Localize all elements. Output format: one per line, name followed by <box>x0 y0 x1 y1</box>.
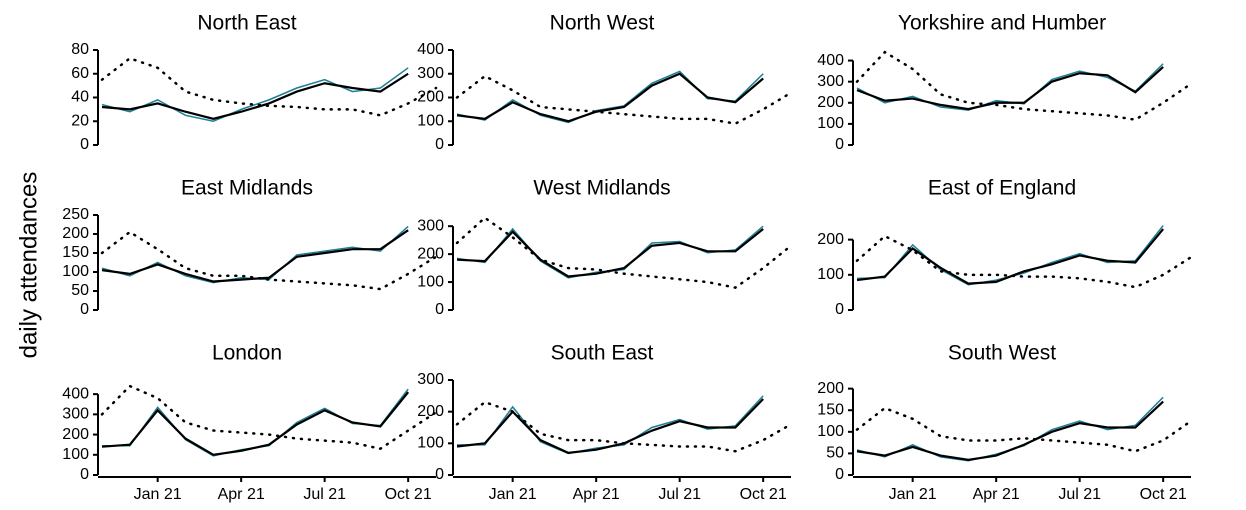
dotted-line <box>855 406 1193 453</box>
y-tick-label: 300 <box>417 217 444 234</box>
series-line <box>101 225 409 284</box>
y-tick-label: 200 <box>817 380 844 397</box>
y-tick-label: 100 <box>417 112 444 129</box>
x-tick-label: Apr 21 <box>573 486 620 503</box>
dotted-line <box>455 74 793 125</box>
y-tick-label: 20 <box>71 112 89 129</box>
y-tick-label: 0 <box>435 466 444 483</box>
dotted-line <box>100 384 438 451</box>
dotted-line <box>100 56 438 117</box>
y-tick-label: 200 <box>62 426 89 443</box>
y-tick-label: 60 <box>71 65 89 82</box>
y-tick-label: 200 <box>817 231 844 248</box>
y-tick-label: 0 <box>835 301 844 318</box>
y-tick-label: 50 <box>71 282 89 299</box>
x-tick-label: Jan 21 <box>889 486 937 503</box>
y-tick-label: 0 <box>435 301 444 318</box>
y-tick-label: 250 <box>62 206 89 223</box>
series-line <box>101 72 409 121</box>
x-tick-label: Jul 21 <box>1058 486 1101 503</box>
panel-title: North East <box>197 12 296 35</box>
series-line <box>856 400 1164 461</box>
y-tick-label: 100 <box>62 263 89 280</box>
series-line <box>101 391 410 456</box>
dotted-line <box>855 50 1193 121</box>
dotted-line <box>455 216 793 289</box>
panel-title: East Midlands <box>181 177 313 200</box>
y-tick-label: 0 <box>835 136 844 153</box>
dotted-line <box>855 234 1193 289</box>
x-tick-label: Jul 21 <box>303 486 346 503</box>
series-line <box>457 395 764 455</box>
y-tick-label: 200 <box>417 403 444 420</box>
y-tick-label: 300 <box>817 73 844 90</box>
y-tick-label: 200 <box>417 245 444 262</box>
x-tick-label: Oct 21 <box>740 486 787 503</box>
panel-title: North West <box>550 12 655 35</box>
y-tick-label: 0 <box>80 301 89 318</box>
y-tick-label: 0 <box>80 466 89 483</box>
y-tick-label: 150 <box>817 401 844 418</box>
y-tick-label: 100 <box>417 435 444 452</box>
panel-title: Yorkshire and Humber <box>898 12 1106 35</box>
y-tick-label: 100 <box>817 115 844 132</box>
y-tick-label: 0 <box>835 466 844 483</box>
y-tick-label: 40 <box>71 89 89 106</box>
y-tick-label: 0 <box>435 136 444 153</box>
y-tick-label: 100 <box>817 423 844 440</box>
series-line <box>856 228 1165 285</box>
x-tick-label: Jan 21 <box>489 486 537 503</box>
y-axis-label: daily attendances <box>15 172 42 359</box>
y-tick-label: 100 <box>62 446 89 463</box>
series-line <box>101 229 409 283</box>
panel-title: South East <box>551 342 654 365</box>
y-tick-label: 300 <box>417 65 444 82</box>
y-tick-label: 400 <box>62 385 89 402</box>
x-tick-label: Jan 21 <box>134 486 182 503</box>
panel-title: East of England <box>928 177 1076 200</box>
panel-title: South West <box>948 342 1056 365</box>
y-tick-label: 50 <box>826 445 844 462</box>
panel-title: West Midlands <box>533 177 670 200</box>
series-line <box>456 70 764 124</box>
dotted-line <box>455 400 793 453</box>
y-tick-label: 200 <box>62 225 89 242</box>
dotted-line <box>100 230 438 291</box>
y-tick-label: 150 <box>62 244 89 261</box>
series-line <box>456 72 764 123</box>
x-tick-label: Apr 21 <box>218 486 265 503</box>
y-tick-label: 400 <box>417 41 444 58</box>
y-tick-label: 80 <box>71 41 89 58</box>
y-tick-label: 300 <box>417 371 444 388</box>
y-tick-label: 100 <box>417 273 444 290</box>
series-line <box>101 67 409 123</box>
y-tick-label: 200 <box>417 89 444 106</box>
panel-title: London <box>212 342 282 365</box>
x-tick-label: Oct 21 <box>385 486 432 503</box>
x-tick-label: Jul 21 <box>658 486 701 503</box>
y-tick-label: 0 <box>80 136 89 153</box>
y-tick-label: 400 <box>817 52 844 69</box>
series-line <box>456 398 764 454</box>
x-tick-label: Oct 21 <box>1140 486 1187 503</box>
x-tick-label: Apr 21 <box>973 486 1020 503</box>
series-line <box>456 228 764 278</box>
y-tick-label: 100 <box>817 266 844 283</box>
series-line <box>856 66 1164 111</box>
y-tick-label: 300 <box>62 406 89 423</box>
y-tick-label: 200 <box>817 94 844 111</box>
